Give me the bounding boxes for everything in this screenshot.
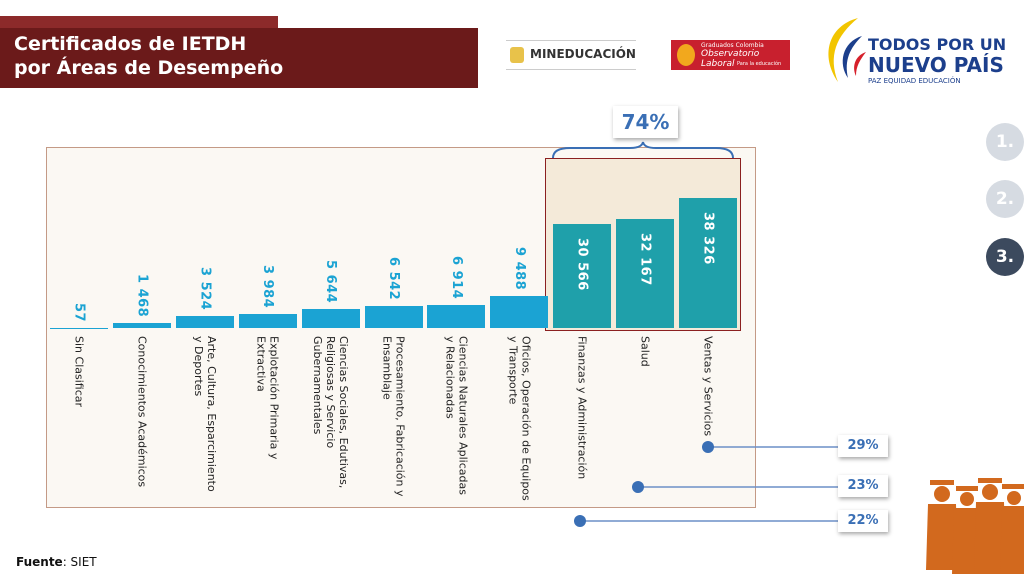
x-tick-label: Ciencias Naturales Aplicadas y Relaciona… <box>443 336 470 495</box>
value-label: 9 488 <box>511 246 527 291</box>
x-tick-label: Arte, Cultura, Esparcimiento y Deportes <box>191 336 218 492</box>
value-label: 38 326 <box>700 212 716 265</box>
title-line: por Áreas de Desempeño <box>14 57 284 79</box>
annotation: 22% <box>838 510 888 532</box>
bar <box>490 295 549 328</box>
x-tick-label: Oficios, Operación de Equipos y Transpor… <box>506 336 533 501</box>
observatorio-logo: Graduados Colombia Observatorio Laboral … <box>671 40 790 70</box>
x-tick-label: Finanzas y Administración <box>575 336 589 480</box>
x-tick-label: Procesamiento, Fabricación y Ensamblaje <box>380 336 407 497</box>
value-label: 57 <box>71 302 87 322</box>
logo-text: Graduados Colombia <box>701 42 764 49</box>
mineducacion-logo: MINEDUCACIÓN <box>506 40 636 70</box>
logo-text: Para la educación <box>737 61 782 67</box>
connectors <box>574 441 838 527</box>
bar <box>553 224 612 328</box>
x-tick-label: Sin Clasificar <box>72 336 86 408</box>
logo-text: NUEVO PAÍS <box>868 53 1004 77</box>
source: Fuente: SIET <box>16 555 97 569</box>
value-label: 6 914 <box>448 255 464 299</box>
logo-text: PAZ EQUIDAD EDUCACIÓN <box>868 77 961 85</box>
logo-shield <box>510 47 524 63</box>
logo-text: MINEDUCACIÓN <box>530 47 636 61</box>
value-label: 6 542 <box>386 256 401 301</box>
value-label: 32 167 <box>637 232 653 286</box>
bar <box>679 198 737 328</box>
value-label: 5 644 <box>323 259 339 304</box>
bar <box>301 308 360 328</box>
value-label: 1 468 <box>134 274 150 318</box>
value-label: 3 984 <box>260 265 276 309</box>
gov-logo: TODOS POR UN NUEVO PAÍS PAZ EQUIDAD EDUC… <box>868 36 1006 86</box>
value-label: 3 524 <box>197 267 213 311</box>
x-tick-label: Conocimientos Académicos <box>135 336 149 488</box>
logo-circle <box>677 44 695 66</box>
title-line: Certificados de IETDH <box>14 33 247 55</box>
x-tick-label: Ciencias Sociales, Edutivas, Religiosas … <box>311 336 351 489</box>
graduates-illustration <box>926 478 1024 574</box>
annotation: 23% <box>838 475 888 497</box>
brace <box>552 141 734 159</box>
x-tick-label: Salud <box>638 336 652 367</box>
x-tick-label: Ventas y Servicios <box>701 336 715 437</box>
banner-strip <box>0 16 278 28</box>
gov-logo-mark <box>828 18 866 82</box>
bar <box>427 304 486 328</box>
source-label: Fuente <box>16 555 63 569</box>
nav-button[interactable]: 1. <box>986 123 1024 161</box>
title-banner: Certificados de IETDH por Áreas de Desem… <box>0 28 478 88</box>
annotation: 74% <box>613 106 678 138</box>
bar <box>616 218 675 328</box>
bar <box>364 305 423 328</box>
annotation: 29% <box>838 435 888 457</box>
bar <box>238 314 297 328</box>
bar <box>175 316 234 328</box>
nav-button[interactable]: 3. <box>986 238 1024 276</box>
bar <box>112 323 171 328</box>
source-text: : SIET <box>62 555 97 569</box>
nav-button[interactable]: 2. <box>986 180 1024 218</box>
value-label: 30 566 <box>574 238 590 292</box>
x-tick-label: Explotación Primaria y Extractiva <box>254 336 281 460</box>
logo-text: TODOS POR UN <box>868 35 1007 54</box>
logo-text: Observatorio Laboral <box>701 49 760 69</box>
